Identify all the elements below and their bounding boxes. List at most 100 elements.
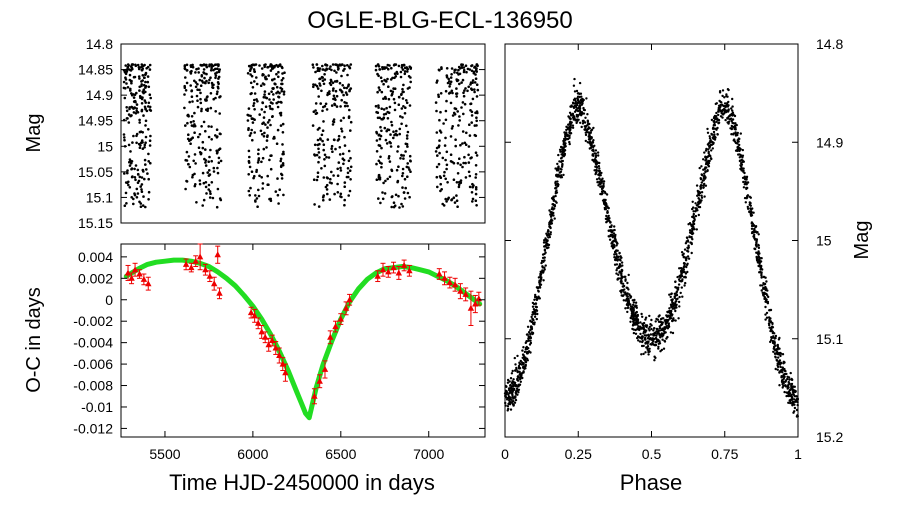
light-curve-point: [131, 175, 134, 178]
phased-point: [765, 316, 769, 319]
phased-point: [768, 323, 771, 327]
light-curve-point: [197, 67, 200, 70]
light-curve-point: [343, 104, 347, 108]
phased-point: [593, 152, 596, 155]
light-curve-point: [405, 134, 409, 137]
phased-point: [600, 190, 604, 193]
light-curve-point: [147, 190, 151, 194]
phased-point: [785, 394, 788, 398]
phased-point: [637, 325, 640, 328]
phased-point: [531, 301, 535, 305]
light-curve-point: [139, 185, 142, 188]
phased-point: [700, 196, 704, 199]
light-curve-point: [471, 185, 475, 189]
phased-point: [521, 353, 525, 356]
phased-point: [510, 372, 514, 375]
phased-point: [546, 242, 549, 246]
phased-point: [572, 84, 576, 87]
light-curve-point: [209, 76, 212, 79]
phased-point: [594, 149, 598, 152]
light-curve-point: [377, 106, 380, 109]
light-curve-point: [454, 138, 457, 141]
light-curve-point: [189, 84, 192, 87]
light-curve-point: [455, 194, 458, 197]
light-curve-point: [380, 146, 383, 150]
light-curve-point: [320, 167, 323, 170]
light-curve-point: [217, 69, 221, 73]
light-curve-point: [474, 73, 477, 76]
light-curve-point: [276, 128, 280, 132]
phased-point: [652, 329, 655, 332]
phased-point: [767, 316, 771, 319]
light-curve-point: [274, 82, 277, 86]
light-curve-point: [395, 133, 399, 137]
light-curve-point: [340, 130, 344, 133]
phased-point: [511, 394, 514, 397]
phased-point: [700, 191, 704, 194]
phased-point: [544, 264, 547, 267]
phased-point: [522, 365, 525, 369]
light-curve-point: [320, 133, 324, 137]
light-curve-point: [347, 149, 351, 153]
phased-point: [586, 119, 589, 122]
light-curve-point: [251, 121, 255, 124]
light-curve-point: [215, 128, 219, 131]
light-curve-time-y-tick-label: 14.9: [86, 87, 113, 103]
light-curve-point: [204, 159, 208, 162]
light-curve-point: [439, 182, 443, 186]
light-curve-point: [126, 171, 129, 175]
phased-point: [760, 276, 763, 279]
phased-point: [551, 206, 554, 209]
phased-point: [750, 224, 754, 228]
light-curve-point: [383, 192, 387, 195]
phased-point: [777, 360, 780, 363]
light-curve-point: [445, 163, 449, 167]
phased-point: [690, 251, 693, 255]
phased-point: [618, 258, 622, 262]
phased-point: [715, 111, 718, 115]
phased-point: [620, 268, 623, 272]
light-curve-point: [334, 98, 337, 102]
phased-point: [615, 272, 618, 275]
light-curve-point: [282, 152, 285, 156]
phased-point: [713, 124, 717, 127]
light-curve-point: [219, 95, 222, 98]
phased-point: [617, 273, 620, 276]
phased-point: [789, 401, 792, 405]
light-curve-point: [129, 79, 133, 83]
light-curve-point: [405, 124, 408, 128]
light-curve-point: [247, 173, 250, 176]
phased-point: [521, 349, 524, 352]
phased-point: [669, 310, 673, 313]
light-curve-point: [398, 95, 401, 99]
light-curve-point: [198, 182, 202, 186]
phased-point: [684, 275, 687, 278]
light-curve-point: [255, 168, 258, 172]
light-curve-point: [386, 117, 390, 120]
phased-point: [755, 242, 758, 245]
phased-point: [658, 325, 661, 328]
light-curve-point: [398, 206, 401, 209]
o-c-x-axis: 5500 6000 6500 7000: [149, 244, 445, 462]
light-curve-point: [249, 73, 252, 76]
phased-point: [562, 140, 565, 143]
phased-point: [543, 256, 546, 259]
light-curve-point: [446, 81, 450, 85]
phased-point: [559, 157, 563, 160]
phased-point: [745, 178, 748, 181]
phased-point: [584, 133, 588, 137]
light-curve-point: [125, 109, 129, 113]
light-curve-point: [249, 92, 252, 96]
phased-point: [782, 380, 785, 383]
phased-point: [742, 160, 745, 163]
light-curve-point: [198, 88, 201, 92]
light-curve-point: [200, 107, 203, 111]
phased-point: [748, 210, 751, 214]
phased-point: [682, 265, 686, 269]
phased-point: [738, 148, 741, 152]
light-curve-point: [190, 89, 194, 92]
phased-point: [640, 327, 643, 330]
phased-point: [595, 165, 598, 168]
light-curve-point: [349, 156, 352, 160]
light-curve-point: [437, 144, 441, 147]
